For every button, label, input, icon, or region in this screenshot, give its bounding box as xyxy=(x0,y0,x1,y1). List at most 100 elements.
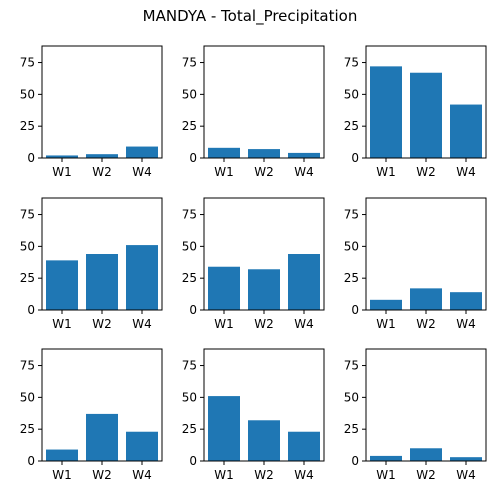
bar-w4 xyxy=(126,245,158,310)
x-tick-label: W1 xyxy=(376,468,396,482)
bar-w1 xyxy=(46,155,78,158)
chart-title: MANDYA - Total_Precipitation xyxy=(142,7,358,25)
y-tick-label: 75 xyxy=(344,56,359,70)
y-tick-label: 75 xyxy=(20,208,35,222)
bar-w4 xyxy=(450,457,482,461)
subplot-5: 0 25 50 75 W1 W2 W4 xyxy=(182,197,325,331)
x-tick-label: W2 xyxy=(416,317,436,331)
y-tick-label: 75 xyxy=(182,359,197,373)
y-tick-label: 0 xyxy=(351,454,359,468)
y-tick-label: 50 xyxy=(182,239,197,253)
y-tick-label: 50 xyxy=(20,87,35,101)
y-tick-label: 75 xyxy=(344,208,359,222)
x-tick-label: W1 xyxy=(376,165,396,179)
y-tick-label: 75 xyxy=(182,56,197,70)
subplot-3: 0 25 50 75 W1 W2 W4 xyxy=(344,45,487,179)
y-tick-label: 25 xyxy=(344,422,359,436)
bar-w1 xyxy=(370,455,402,461)
y-tick-label: 50 xyxy=(344,239,359,253)
bar-w1 xyxy=(208,266,240,310)
y-tick-label: 25 xyxy=(20,119,35,133)
y-tick-label: 50 xyxy=(182,390,197,404)
x-tick-label: W1 xyxy=(52,317,72,331)
bar-w2 xyxy=(86,413,118,461)
bar-w2 xyxy=(248,420,280,461)
y-tick-label: 25 xyxy=(20,422,35,436)
bar-w4 xyxy=(450,104,482,158)
bar-w2 xyxy=(410,288,442,310)
bar-w1 xyxy=(46,449,78,461)
x-tick-label: W4 xyxy=(456,317,476,331)
y-tick-label: 25 xyxy=(182,422,197,436)
subplot-9: 0 25 50 75 W1 W2 W4 xyxy=(344,348,487,482)
y-tick-label: 0 xyxy=(27,454,35,468)
x-tick-label: W2 xyxy=(92,317,112,331)
y-tick-label: 50 xyxy=(20,390,35,404)
subplot-1: 0 25 50 75 W1 W2 W4 xyxy=(20,45,163,179)
bar-w2 xyxy=(410,448,442,461)
y-tick-label: 0 xyxy=(351,303,359,317)
y-tick-label: 50 xyxy=(20,239,35,253)
bar-w1 xyxy=(370,299,402,310)
y-tick-label: 0 xyxy=(351,151,359,165)
axes-frame xyxy=(203,45,325,159)
y-tick-label: 0 xyxy=(27,303,35,317)
bar-w2 xyxy=(86,254,118,310)
x-tick-label: W1 xyxy=(376,317,396,331)
axes-frame xyxy=(365,348,487,462)
y-tick-label: 25 xyxy=(344,271,359,285)
bar-w4 xyxy=(288,152,320,158)
subplot-6: 0 25 50 75 W1 W2 W4 xyxy=(344,197,487,331)
x-tick-label: W1 xyxy=(214,317,234,331)
x-tick-label: W2 xyxy=(92,165,112,179)
x-tick-label: W1 xyxy=(52,165,72,179)
y-tick-label: 75 xyxy=(20,56,35,70)
x-tick-label: W4 xyxy=(456,468,476,482)
bar-w2 xyxy=(86,154,118,158)
bar-w1 xyxy=(370,66,402,158)
x-tick-label: W4 xyxy=(456,165,476,179)
x-tick-label: W2 xyxy=(254,317,274,331)
x-tick-label: W4 xyxy=(132,317,152,331)
subplot-8: 0 25 50 75 W1 W2 W4 xyxy=(182,348,325,482)
x-tick-label: W2 xyxy=(254,468,274,482)
y-tick-label: 0 xyxy=(27,151,35,165)
x-tick-label: W2 xyxy=(254,165,274,179)
y-tick-label: 25 xyxy=(182,271,197,285)
x-tick-label: W4 xyxy=(294,165,314,179)
x-tick-label: W4 xyxy=(294,317,314,331)
bar-w1 xyxy=(208,147,240,158)
y-tick-label: 25 xyxy=(182,119,197,133)
subplot-2: 0 25 50 75 W1 W2 W4 xyxy=(182,45,325,179)
y-tick-label: 75 xyxy=(20,359,35,373)
y-tick-label: 0 xyxy=(189,303,197,317)
y-tick-label: 50 xyxy=(182,87,197,101)
y-tick-label: 50 xyxy=(344,390,359,404)
x-tick-label: W2 xyxy=(416,165,436,179)
x-tick-label: W4 xyxy=(294,468,314,482)
bar-w4 xyxy=(126,431,158,461)
bar-w4 xyxy=(450,292,482,310)
y-tick-label: 25 xyxy=(20,271,35,285)
bar-w2 xyxy=(248,269,280,310)
y-tick-label: 75 xyxy=(344,359,359,373)
subplot-4: 0 25 50 75 W1 W2 W4 xyxy=(20,197,163,331)
bar-w4 xyxy=(288,254,320,310)
y-tick-label: 75 xyxy=(182,208,197,222)
x-tick-label: W2 xyxy=(416,468,436,482)
axes-frame xyxy=(41,45,163,159)
y-tick-label: 25 xyxy=(344,119,359,133)
y-tick-label: 50 xyxy=(344,87,359,101)
bar-w1 xyxy=(46,260,78,310)
x-tick-label: W1 xyxy=(52,468,72,482)
bar-w4 xyxy=(126,146,158,158)
subplot-7: 0 25 50 75 W1 W2 W4 xyxy=(20,348,163,482)
bar-w2 xyxy=(410,72,442,158)
bar-w2 xyxy=(248,149,280,158)
x-tick-label: W4 xyxy=(132,468,152,482)
y-tick-label: 0 xyxy=(189,454,197,468)
bar-w4 xyxy=(288,431,320,461)
x-tick-label: W1 xyxy=(214,468,234,482)
x-tick-label: W4 xyxy=(132,165,152,179)
